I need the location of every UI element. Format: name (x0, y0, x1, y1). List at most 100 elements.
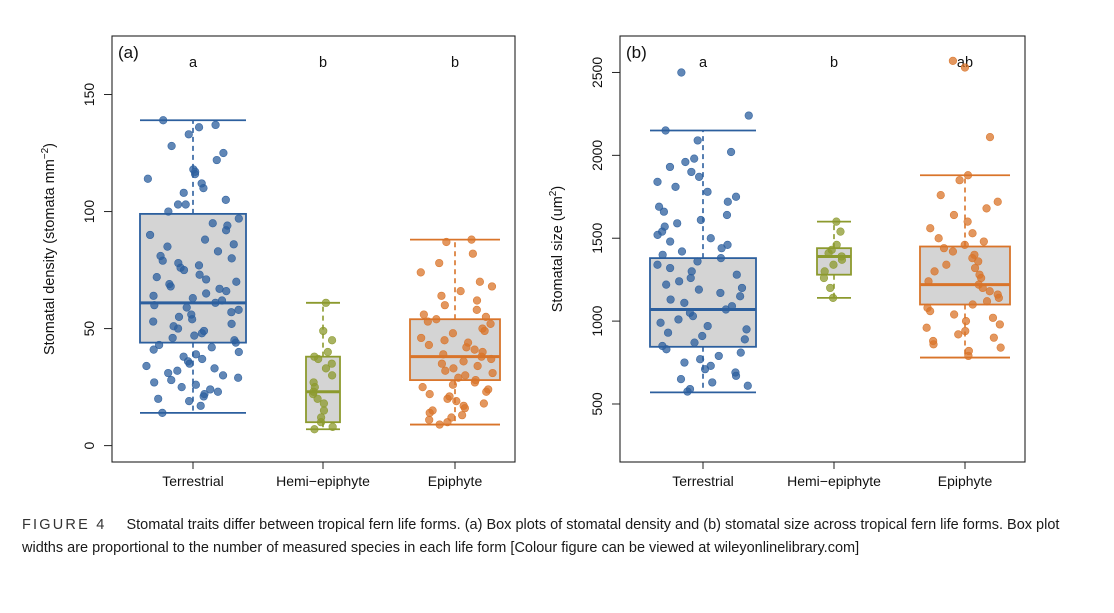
data-point (227, 254, 236, 263)
x-tick-label: Epiphyte (938, 473, 993, 489)
panel-b: (b) 500 1000 1500 2000 2500 Stomatal size (um2… (548, 35, 1026, 489)
data-point (442, 237, 451, 247)
data-point (677, 68, 686, 77)
data-point (988, 313, 998, 322)
data-point (487, 282, 497, 291)
data-point (731, 192, 741, 201)
data-point (199, 392, 208, 401)
data-point (926, 224, 935, 233)
data-point (942, 260, 951, 269)
data-point (190, 331, 199, 340)
data-point (949, 210, 959, 220)
data-point (441, 366, 450, 375)
data-point (732, 270, 741, 279)
data-point (185, 359, 194, 368)
data-point (182, 303, 191, 312)
data-point (234, 305, 243, 314)
data-point (468, 249, 477, 258)
panel-label: (b) (626, 43, 647, 62)
data-point (836, 227, 845, 236)
data-point (327, 336, 337, 345)
data-point (726, 147, 736, 157)
data-point (177, 382, 186, 392)
x-tick-label: Epiphyte (428, 473, 483, 489)
data-point (184, 130, 193, 139)
data-point (316, 418, 326, 427)
data-point (470, 378, 479, 387)
data-point (206, 385, 215, 394)
data-point (211, 120, 220, 130)
data-point (703, 187, 712, 196)
data-point (212, 155, 221, 165)
data-point (221, 195, 230, 204)
data-point (448, 380, 458, 389)
y-tick-label: 2500 (589, 57, 605, 88)
data-point (737, 283, 747, 293)
data-point (418, 382, 427, 392)
data-point (994, 293, 1003, 302)
data-point (163, 242, 172, 251)
data-point (321, 298, 331, 307)
data-point (142, 361, 151, 371)
data-point (681, 157, 690, 167)
data-point (675, 277, 684, 286)
data-point (819, 273, 829, 283)
data-point (680, 358, 689, 367)
data-point (968, 229, 977, 238)
data-point (166, 282, 175, 291)
data-point (191, 380, 200, 389)
data-point (173, 366, 182, 375)
data-point (149, 317, 158, 326)
data-point (449, 364, 458, 373)
data-point (234, 373, 243, 382)
data-point (425, 415, 434, 424)
data-point (440, 301, 449, 310)
data-point (152, 272, 161, 282)
data-point (744, 111, 753, 120)
data-point (229, 240, 238, 249)
data-point (666, 263, 675, 273)
data-point (425, 408, 434, 417)
box-terrestrial: Terrestrial a (649, 55, 757, 489)
x-tick-label: Hemi−epiphyte (787, 473, 881, 489)
data-point (472, 305, 481, 314)
data-point (219, 148, 228, 158)
data-point (677, 247, 687, 256)
data-point (686, 273, 695, 283)
data-point (479, 399, 488, 408)
data-point (227, 319, 236, 329)
data-point (460, 404, 469, 413)
data-point (996, 343, 1005, 352)
data-point (731, 371, 741, 380)
data-point (437, 359, 447, 368)
data-point (481, 312, 491, 321)
data-point (948, 56, 958, 65)
data-point (440, 336, 449, 345)
data-point (195, 270, 204, 279)
data-point (314, 354, 323, 364)
box-terrestrial: Terrestrial a (139, 55, 247, 489)
data-point (313, 394, 322, 403)
significance-letter: b (319, 55, 327, 71)
data-point (424, 340, 434, 350)
data-point (929, 340, 938, 349)
data-point (653, 177, 662, 186)
panel-label: (a) (118, 43, 139, 62)
data-point (425, 390, 434, 399)
data-point (486, 319, 495, 329)
significance-letter: a (189, 55, 198, 71)
data-point (159, 116, 168, 125)
data-point (985, 133, 995, 142)
data-point (985, 287, 994, 296)
data-point (960, 240, 969, 249)
y-tick-label: 50 (81, 321, 97, 337)
data-point (936, 191, 945, 200)
data-point (743, 381, 752, 390)
data-point (828, 293, 838, 302)
data-point (164, 207, 173, 216)
y-axis-label: Stomatal size (um2) (548, 186, 566, 312)
data-point (832, 217, 841, 226)
data-point (143, 174, 152, 183)
data-point (688, 312, 698, 321)
data-point (232, 277, 241, 286)
